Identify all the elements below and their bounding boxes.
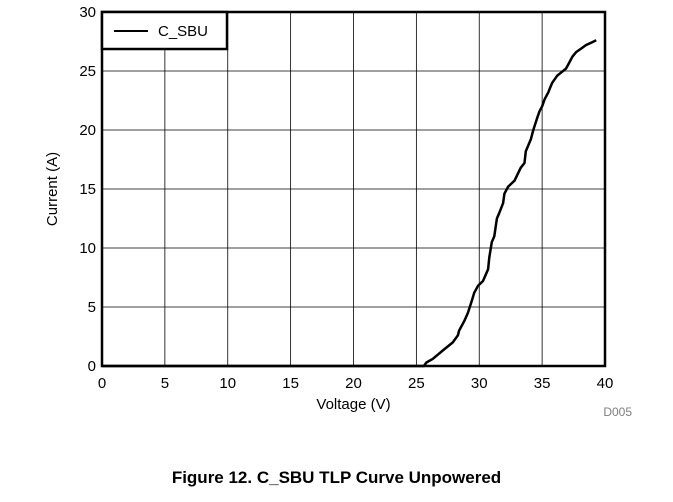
x-tick-label: 40 (597, 375, 614, 392)
x-tick-label: 25 (408, 375, 425, 392)
x-axis-ticks: 0 5 10 15 20 25 30 35 40 (98, 375, 614, 392)
x-tick-label: 30 (471, 375, 488, 392)
series-line-c-sbu (102, 39, 597, 368)
x-tick-label: 20 (345, 375, 362, 392)
y-axis-ticks: 0 5 10 15 20 25 30 (79, 4, 96, 375)
x-tick-label: 10 (219, 375, 236, 392)
x-tick-label: 35 (534, 375, 551, 392)
legend-label-c-sbu: C_SBU (158, 23, 208, 40)
x-tick-label: 0 (98, 375, 106, 392)
legend: C_SBU (100, 10, 229, 51)
y-tick-label: 30 (79, 4, 96, 21)
plot-frame (100, 10, 607, 368)
figure-id: D005 (603, 405, 632, 419)
y-tick-label: 20 (79, 122, 96, 139)
y-tick-label: 10 (79, 240, 96, 257)
grid (102, 12, 605, 366)
y-tick-label: 25 (79, 63, 96, 80)
x-tick-label: 15 (282, 375, 299, 392)
y-tick-label: 0 (88, 358, 96, 375)
y-tick-label: 15 (79, 181, 96, 198)
series-layer (102, 39, 597, 368)
y-tick-label: 5 (88, 299, 96, 316)
x-tick-label: 5 (161, 375, 169, 392)
figure-caption: Figure 12. C_SBU TLP Curve Unpowered (171, 468, 502, 487)
y-axis-label: Current (A) (44, 152, 61, 226)
x-axis-label: Voltage (V) (316, 396, 390, 413)
